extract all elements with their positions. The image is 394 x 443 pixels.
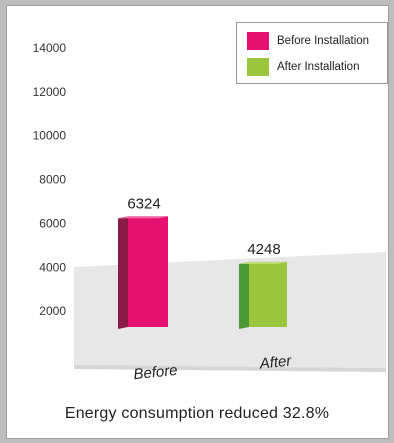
data-label-after: 4248 — [247, 241, 280, 258]
y-tick-label: 10000 — [33, 129, 67, 143]
legend-swatch-after — [247, 58, 269, 76]
x-tick-label-before: Before — [133, 362, 179, 384]
y-tick-label: 14000 — [33, 41, 67, 55]
data-label-before: 6324 — [127, 195, 160, 212]
legend-item-after: After Installation — [247, 58, 359, 76]
bar-top-after — [239, 261, 287, 264]
chart-caption: Energy consumption reduced 32.8% — [64, 405, 330, 422]
y-tick-label: 12000 — [33, 85, 67, 99]
bar-after — [249, 261, 287, 327]
y-tick-label: 8000 — [39, 173, 66, 187]
bar-before — [128, 216, 168, 327]
legend-item-before: Before Installation — [247, 32, 369, 50]
bar-side-before — [118, 216, 128, 329]
y-tick-label: 4000 — [39, 260, 66, 274]
y-tick-label: 2000 — [39, 304, 66, 318]
x-tick-label-after: After — [258, 352, 293, 372]
legend-label-after: After Installation — [277, 61, 360, 73]
legend: Before Installation After Installation — [236, 22, 388, 84]
bar-side-after — [239, 261, 249, 329]
legend-label-before: Before Installation — [277, 35, 370, 47]
floor-edge — [74, 365, 386, 372]
legend-swatch-before — [247, 32, 269, 50]
y-tick-label: 6000 — [39, 216, 66, 230]
bar-top-before — [118, 216, 168, 219]
